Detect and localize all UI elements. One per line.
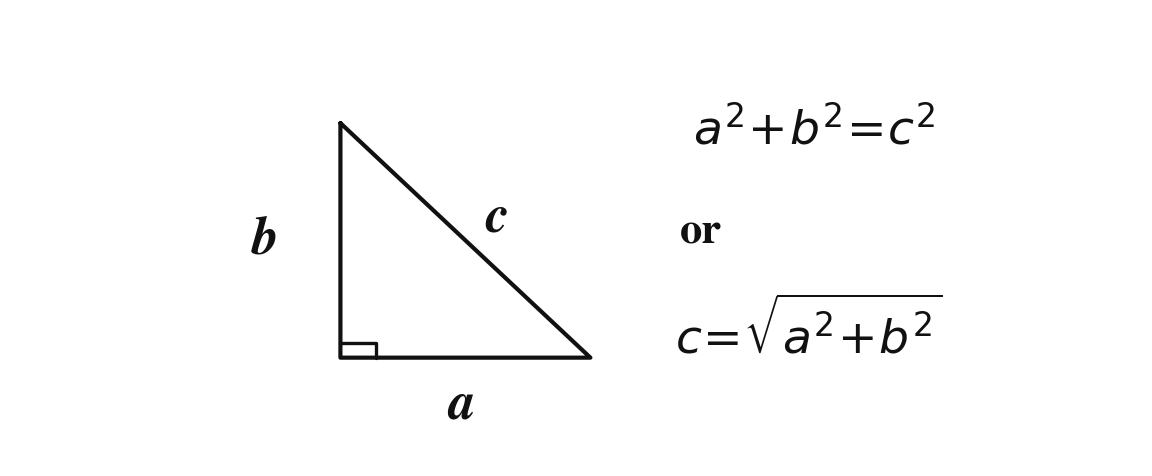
Text: or: or xyxy=(680,214,721,253)
Text: b: b xyxy=(251,216,278,265)
Text: a: a xyxy=(448,381,475,430)
Text: $c\!=\!\sqrt{a^2\!+\!b^2}$: $c\!=\!\sqrt{a^2\!+\!b^2}$ xyxy=(675,299,942,365)
Text: $a^2\!+\!b^2\!=\!c^2$: $a^2\!+\!b^2\!=\!c^2$ xyxy=(694,107,935,154)
Text: c: c xyxy=(485,194,508,243)
